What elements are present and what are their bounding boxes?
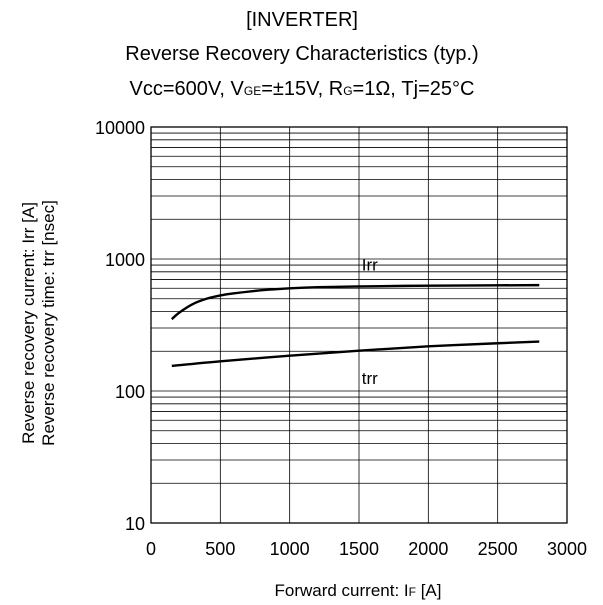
y-axis-label-line-1: Reverse recovery current: Irr [A] xyxy=(19,202,38,444)
series-layer xyxy=(170,283,540,368)
plot-frame xyxy=(150,126,568,524)
y-axis-label-line-2: Reverse recovery time: trr [nsec] xyxy=(39,200,58,446)
x-label-suffix: [A] xyxy=(416,581,442,600)
x-tick-label-1: 500 xyxy=(205,539,235,559)
series-line-irr xyxy=(170,283,540,321)
x-tick-label-0: 0 xyxy=(146,539,156,559)
x-label-sub: F xyxy=(409,585,416,599)
x-label-prefix: Forward current: I xyxy=(274,581,408,600)
chart-title-line-1: [INVERTER] xyxy=(246,9,358,31)
x-tick-label-4: 2000 xyxy=(408,539,448,559)
chart-title-line-2: Reverse Recovery Characteristics (typ.) xyxy=(125,43,478,65)
y-tick-label-2: 1000 xyxy=(105,250,145,270)
tick-layer: 0 500 1000 1500 2000 2500 3000 10 100 1000 10000 xyxy=(95,118,587,559)
series-line-trr xyxy=(171,340,540,368)
y-tick-label-3: 10000 xyxy=(95,118,145,138)
cond-rg-val: =1Ω, Tj=25°C xyxy=(353,78,475,100)
x-tick-label-6: 3000 xyxy=(547,539,587,559)
grid-layer xyxy=(151,127,567,523)
chart-conditions: Vcc=600V, VGE=±15V, RG=1Ω, Tj=25°C xyxy=(130,78,475,100)
cond-rg-sub: G xyxy=(343,84,352,98)
x-axis-label: Forward current: IF [A] xyxy=(274,581,441,600)
annotation-irr: Irr xyxy=(362,255,378,274)
y-tick-label-0: 10 xyxy=(125,514,145,534)
cond-vge-val: =±15V, R xyxy=(261,78,343,100)
x-tick-label-2: 1000 xyxy=(270,539,310,559)
annotation-trr: trr xyxy=(362,369,378,388)
cond-vge-sub: GE xyxy=(244,84,261,98)
x-tick-label-5: 2500 xyxy=(478,539,518,559)
x-tick-label-3: 1500 xyxy=(339,539,379,559)
cond-vcc: Vcc=600V, V xyxy=(130,78,245,100)
y-tick-label-1: 100 xyxy=(115,382,145,402)
annotation-layer: Irr trr xyxy=(362,255,378,388)
